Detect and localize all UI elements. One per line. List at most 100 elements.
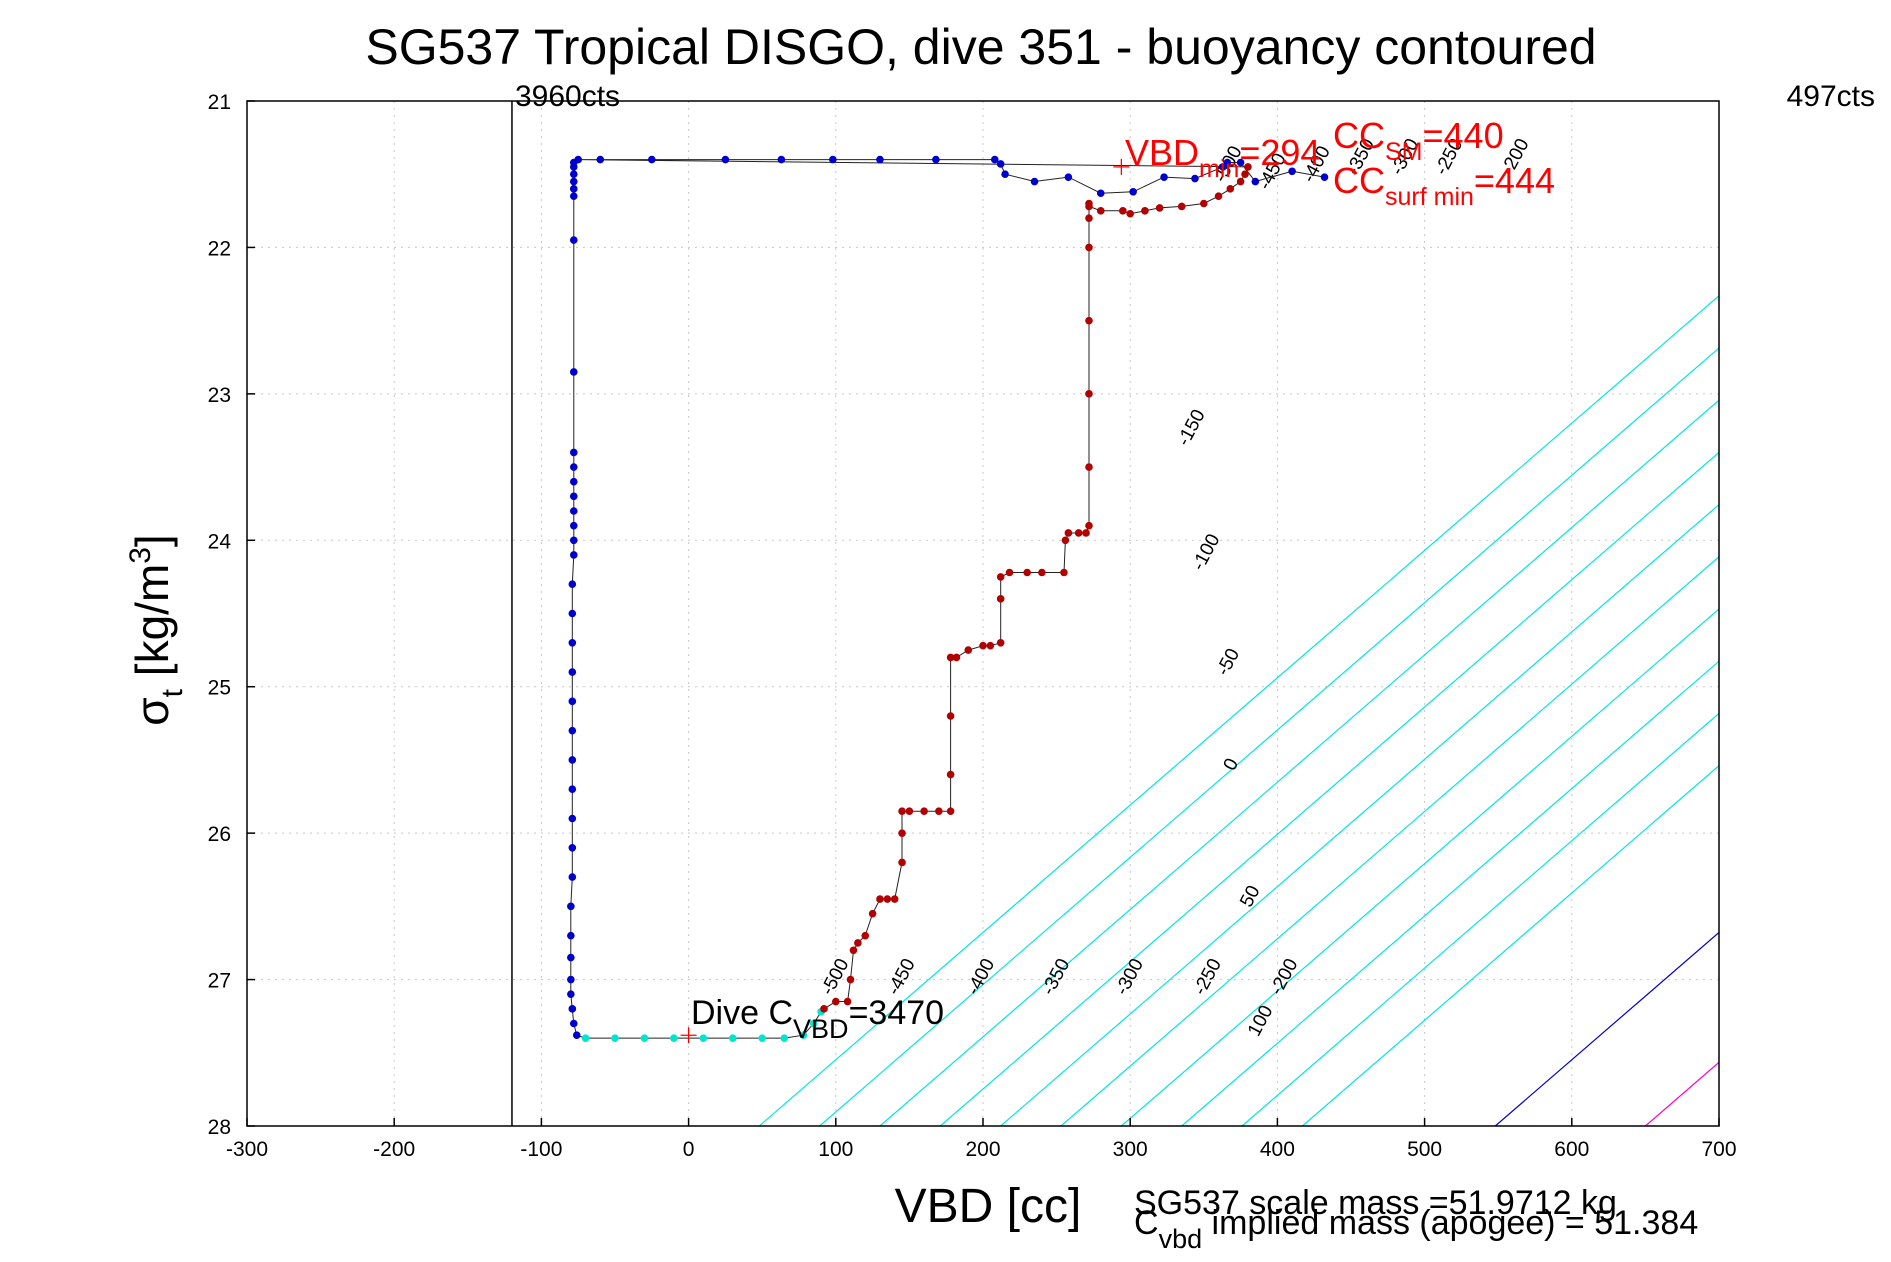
data-point (1177, 202, 1186, 211)
contour-line (1181, 660, 1719, 1126)
data-point (777, 155, 786, 164)
dive-cvbd-subscript: VBD (793, 1014, 849, 1044)
data-point (1251, 177, 1260, 186)
cc-sm-annotation: CCSM=440 (1333, 115, 1504, 166)
data-point (1038, 568, 1046, 577)
data-point (946, 712, 955, 720)
dive-cvbd-value: =3470 (849, 994, 945, 1032)
data-point (1085, 463, 1093, 471)
data-point (898, 807, 906, 815)
data-point (905, 807, 914, 815)
data-point (946, 653, 955, 662)
cc-surf-min-annotation: CCsurf min=444 (1333, 160, 1555, 211)
data-point (1320, 173, 1329, 181)
data-point (832, 997, 840, 1006)
data-point (990, 155, 999, 164)
x-tick-label: 400 (1260, 1138, 1295, 1161)
data-point (861, 931, 870, 940)
data-point (670, 1034, 678, 1042)
data-point (876, 895, 884, 903)
cc-sm-value: =440 (1423, 115, 1504, 156)
data-point (780, 1034, 789, 1042)
data-point (1236, 177, 1245, 186)
data-point (611, 1034, 619, 1042)
data-point (568, 785, 577, 794)
data-point (569, 185, 578, 193)
data-point (569, 236, 578, 244)
data-point (1191, 174, 1199, 183)
data-point (568, 873, 577, 881)
data-point (568, 756, 577, 764)
data-point (568, 580, 577, 589)
data-point (1119, 207, 1127, 215)
axis-ticks: -300 -200 -100 0 100 200 300 400 500 600 700 21 22 23… (208, 91, 1737, 1161)
data-point (568, 609, 577, 618)
dive-trajectory (567, 155, 1329, 1042)
cc-surf-value: =444 (1474, 160, 1555, 201)
data-point (569, 551, 578, 559)
counts-markers: 3960cts 497cts (511, 80, 1875, 1126)
data-point (567, 953, 575, 962)
data-point (1096, 189, 1105, 198)
data-point (699, 1034, 708, 1042)
data-point (883, 895, 892, 903)
data-point (1060, 568, 1068, 577)
cvbd-subscript: vbd (1159, 1224, 1203, 1254)
data-point (979, 641, 987, 650)
data-point (1061, 536, 1070, 545)
contour-line (1494, 931, 1719, 1126)
data-point (640, 1034, 649, 1042)
data-point (569, 521, 578, 530)
data-point (568, 697, 577, 706)
data-point (568, 1005, 577, 1013)
data-point (898, 858, 906, 867)
data-point (569, 448, 578, 457)
data-point (569, 368, 578, 376)
data-point (1200, 199, 1208, 208)
data-point (986, 641, 995, 650)
data-point (1214, 192, 1223, 200)
data-point (567, 902, 575, 911)
contour-line (879, 399, 1719, 1126)
cvbd-implied-mass-value: implied mass (apogee) = 51.384 (1202, 1204, 1698, 1242)
data-point (569, 477, 578, 486)
data-point (996, 638, 1005, 647)
cc-sm-subscript: SM (1385, 138, 1423, 166)
x-tick-label: -300 (226, 1138, 268, 1161)
data-point (569, 163, 578, 171)
data-point (946, 807, 955, 815)
data-point (1236, 158, 1245, 167)
y-axis-label-subscript: t (156, 688, 189, 697)
data-point (574, 155, 582, 164)
y-tick-label: 23 (208, 384, 231, 407)
data-point (572, 1031, 581, 1040)
annotation-markers (680, 158, 1130, 1044)
data-point (568, 814, 577, 823)
x-tick-label: 300 (1113, 1138, 1148, 1161)
x-tick-label: -200 (373, 1138, 415, 1161)
data-point (1226, 185, 1235, 193)
y-axis-label-units: [kg/m (126, 564, 178, 689)
left-counts-label: 3960cts (515, 80, 620, 113)
scale-mass-annotation: SG537 scale mass =51.9712 kg (1134, 1184, 1617, 1222)
vbd-min-value: =294 (1239, 132, 1320, 173)
y-tick-label: 21 (208, 91, 231, 114)
data-point (648, 155, 656, 164)
data-point (1244, 163, 1252, 171)
data-point (1129, 187, 1137, 196)
data-point (1085, 202, 1093, 211)
y-tick-label: 22 (208, 237, 231, 260)
dive-cvbd-prefix: Dive C (691, 994, 793, 1032)
vbd-min-subscript: min (1199, 155, 1239, 183)
data-point (1288, 167, 1296, 176)
data-point (567, 975, 575, 984)
data-point (1085, 214, 1093, 222)
dive-cvbd-annotation: Dive CVBD=3470 (691, 994, 944, 1044)
data-point (809, 1019, 818, 1028)
data-point (996, 595, 1005, 603)
data-point (569, 177, 578, 186)
data-point (569, 463, 578, 471)
data-point (849, 946, 858, 955)
vbd-min-prefix: VBD (1125, 132, 1199, 173)
data-point (946, 770, 955, 779)
